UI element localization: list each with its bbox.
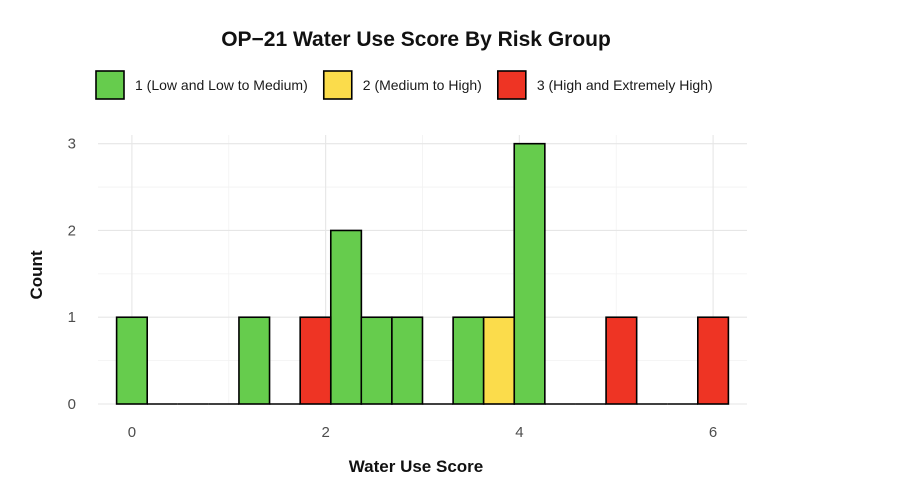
y-tick-label: 1: [68, 309, 76, 326]
bar-series-1: [452, 316, 485, 405]
bar-series-3: [605, 316, 638, 405]
bar-series-1: [238, 316, 271, 405]
x-tick-label: 0: [128, 424, 136, 441]
y-tick-label: 2: [68, 222, 76, 239]
bar-series-2: [482, 316, 516, 405]
y-tick-label: 0: [68, 396, 76, 413]
legend-swatch: [95, 70, 125, 100]
legend-label: 3 (High and Extremely High): [537, 77, 713, 93]
legend: 1 (Low and Low to Medium) 2 (Medium to Hi…: [95, 70, 713, 100]
x-tick-label: 4: [515, 424, 523, 441]
bars: [115, 142, 730, 405]
x-tick-label: 6: [709, 424, 717, 441]
legend-label: 1 (Low and Low to Medium): [135, 77, 308, 93]
chart-title: OP−21 Water Use Score By Risk Group: [221, 28, 611, 51]
legend-swatch: [322, 70, 353, 100]
y-axis-title: Count: [27, 250, 46, 299]
legend-swatch: [497, 70, 527, 100]
y-tick-label: 3: [68, 136, 76, 153]
legend-item-3: 3 (High and Extremely High): [497, 70, 713, 100]
x-axis-title: Water Use Score: [349, 457, 483, 476]
bar-series-1: [513, 142, 546, 405]
legend-label: 2 (Medium to High): [363, 77, 482, 93]
x-axis-ticks: 0 2 4 6: [128, 424, 718, 441]
bar-series-1: [391, 316, 424, 405]
x-tick-label: 2: [321, 424, 329, 441]
legend-item-1: 1 (Low and Low to Medium): [95, 70, 308, 100]
y-axis-ticks: 0 1 2 3: [68, 136, 76, 413]
bar-series-1: [115, 316, 148, 405]
bar-series-3: [299, 316, 332, 405]
bar-series-3: [697, 316, 730, 405]
bar-series-1: [360, 316, 393, 405]
legend-item-2: 2 (Medium to High): [322, 70, 482, 100]
bar-series-1: [329, 229, 363, 405]
